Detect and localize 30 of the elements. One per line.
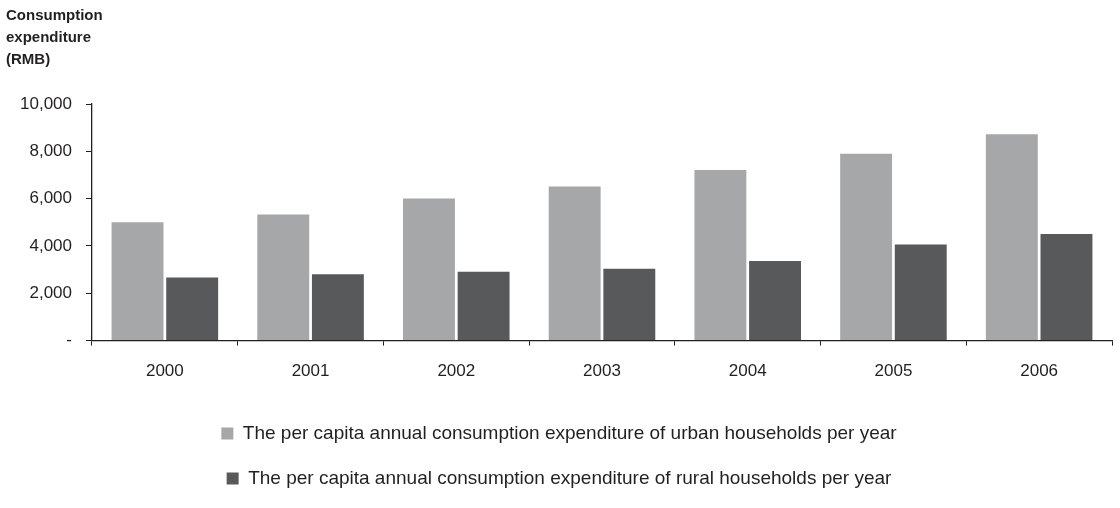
x-tick-label: 2003 — [583, 361, 621, 381]
bar — [894, 244, 947, 341]
y-tick-label: 2,000 — [29, 282, 72, 302]
bar — [311, 274, 364, 341]
bar — [457, 271, 510, 341]
y-axis-title: Consumption expenditure (RMB) — [6, 5, 104, 69]
x-tick-label: 2002 — [437, 361, 476, 381]
bar — [403, 198, 455, 341]
bar — [749, 261, 801, 341]
bar — [166, 277, 219, 341]
bar — [840, 153, 893, 341]
x-tick-label: 2006 — [1020, 361, 1059, 381]
bar — [548, 186, 601, 341]
y-tick-label: 6,000 — [29, 188, 72, 208]
y-tick-label: 8,000 — [29, 141, 72, 161]
legend-label: The per capita annual consumption expenditure of urban households per year — [242, 421, 898, 443]
bar — [257, 214, 310, 341]
bar — [694, 170, 747, 341]
bar — [1040, 233, 1093, 341]
bar — [603, 268, 656, 341]
x-tick-label: 2004 — [728, 361, 767, 381]
x-tick-label: 2005 — [874, 361, 913, 381]
x-tick-label: 2001 — [291, 361, 330, 381]
y-tick-label: - — [66, 330, 72, 350]
bar — [985, 134, 1038, 341]
y-tick-label: 10,000 — [20, 93, 72, 113]
y-tick-label: 4,000 — [29, 235, 72, 255]
legend-label: The per capita annual consumption expenditure of rural households per year — [248, 466, 893, 488]
bar — [111, 222, 164, 341]
x-tick-label: 2000 — [145, 361, 184, 381]
